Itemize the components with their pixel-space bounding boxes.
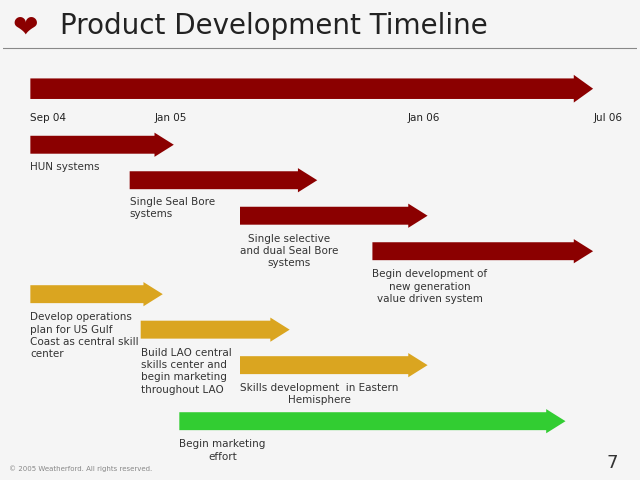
FancyArrow shape: [30, 132, 174, 157]
FancyArrow shape: [141, 318, 290, 342]
Text: Skills development  in Eastern
Hemisphere: Skills development in Eastern Hemisphere: [240, 383, 398, 406]
Text: Begin development of
new generation
value driven system: Begin development of new generation valu…: [372, 269, 488, 304]
FancyArrow shape: [130, 168, 317, 192]
Text: HUN systems: HUN systems: [30, 162, 100, 171]
Text: Product Development Timeline: Product Development Timeline: [60, 12, 488, 40]
FancyArrow shape: [30, 75, 593, 103]
Text: Jan 06: Jan 06: [408, 113, 440, 123]
Text: Single Seal Bore
systems: Single Seal Bore systems: [130, 197, 215, 219]
Text: Jul 06: Jul 06: [593, 113, 622, 123]
FancyArrow shape: [240, 204, 428, 228]
Text: ❤: ❤: [12, 14, 38, 44]
FancyArrow shape: [240, 353, 428, 377]
FancyArrow shape: [179, 409, 566, 433]
Text: © 2005 Weatherford. All rights reserved.: © 2005 Weatherford. All rights reserved.: [9, 466, 152, 472]
FancyArrow shape: [30, 282, 163, 306]
Text: Build LAO central
skills center and
begin marketing
throughout LAO: Build LAO central skills center and begi…: [141, 348, 232, 395]
Text: Sep 04: Sep 04: [30, 113, 67, 123]
Text: Jan 05: Jan 05: [154, 113, 186, 123]
Text: Single selective
and dual Seal Bore
systems: Single selective and dual Seal Bore syst…: [240, 234, 339, 268]
FancyArrow shape: [372, 239, 593, 264]
Text: Begin marketing
effort: Begin marketing effort: [179, 439, 266, 461]
Text: 7: 7: [607, 455, 618, 472]
Text: Develop operations
plan for US Gulf
Coast as central skill
center: Develop operations plan for US Gulf Coas…: [30, 312, 139, 360]
